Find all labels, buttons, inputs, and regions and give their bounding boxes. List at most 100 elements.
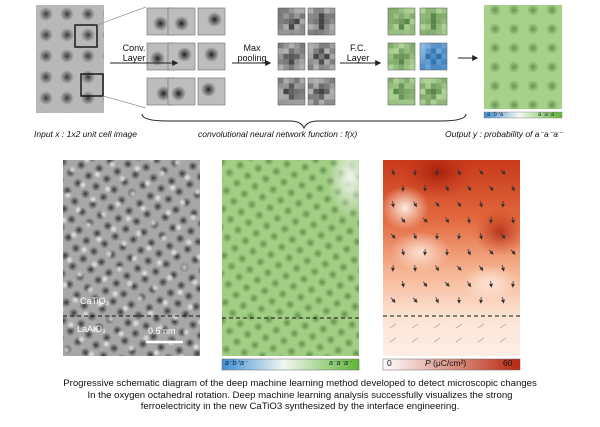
pool-patch-pixel <box>308 43 314 49</box>
top-colorbar-left-label: a⁻b⁺a⁻ <box>487 112 507 118</box>
patch-grid-fully-connected <box>387 7 448 106</box>
fc-patch-pixel <box>436 43 442 49</box>
polarization-arrow <box>478 169 484 175</box>
probability-atom <box>358 203 359 208</box>
fc-patch-pixel <box>393 88 399 95</box>
input-atom <box>102 112 116 126</box>
fc-patch-cell <box>419 7 448 36</box>
patch-grid-pooled <box>277 7 336 106</box>
pool-patch-pixel <box>288 99 295 105</box>
fc-patch-pixel <box>393 94 399 100</box>
polarization-arrow <box>457 168 461 176</box>
fc-patch-pixel <box>404 8 410 14</box>
pool-patch-pixel <box>329 99 335 105</box>
fc-patch-pixel <box>398 13 405 19</box>
pool-patch-pixel <box>324 59 330 65</box>
pool-patch-pixel <box>324 43 330 49</box>
pool-patch-pixel <box>318 13 325 19</box>
fc-patch-pixel <box>404 94 410 100</box>
fc-patch-pixel <box>393 78 399 84</box>
patch-grid-conv <box>167 7 196 106</box>
fc-patch-pixel <box>404 78 410 84</box>
fc-patch-pixel <box>393 43 399 49</box>
pool-patch-pixel <box>294 13 300 19</box>
figure-caption: Progressive schematic diagram of the dee… <box>0 378 600 413</box>
pool-patch-pixel <box>278 88 284 95</box>
pool-patch-pixel <box>324 8 330 14</box>
pool-patch-pixel <box>313 99 319 105</box>
polarization-arrow <box>412 297 418 303</box>
probability-atom <box>357 160 359 163</box>
polarization-unit: (μC/cm²) <box>433 358 467 368</box>
fc-patch-pixel <box>398 94 405 100</box>
fc-patch-cell <box>387 77 416 106</box>
fc-patch-pixel <box>398 24 405 30</box>
fc-patch-pixel <box>425 24 431 30</box>
polarization-arrow <box>413 201 417 208</box>
fc-patch-pixel <box>388 24 394 30</box>
pool-patch-pixel <box>318 59 325 65</box>
fc-patch-pixel <box>404 29 410 35</box>
fc-patch-pixel <box>388 48 394 54</box>
substrate-arrow <box>499 323 507 329</box>
pool-patch-pixel <box>329 43 335 49</box>
function-label: convolutional neural network function : … <box>198 129 358 139</box>
pool-patch-pixel <box>308 83 314 89</box>
polarization-arrow <box>467 249 471 256</box>
polarization-arrow <box>413 233 417 240</box>
polarization-arrow <box>511 185 515 192</box>
pool-patch-pixel <box>308 24 314 30</box>
fc-patch-pixel <box>409 8 415 14</box>
pool-patch-pixel <box>283 8 289 14</box>
polarization-arrow <box>467 281 472 288</box>
fc-patch-pixel <box>398 18 405 25</box>
pool-patch-pixel <box>294 43 300 49</box>
haadf-bright-spot <box>199 230 200 234</box>
pool-patch-pixel <box>278 8 284 14</box>
input-patch-blob <box>206 11 223 28</box>
conv-patch-blob <box>170 85 187 102</box>
pool-patch-pixel <box>329 13 335 19</box>
pool-patch-pixel <box>278 13 284 19</box>
stage-label-conv: Conv. Layer <box>122 43 146 63</box>
pool-patch-pixel <box>329 94 335 100</box>
fc-patch-pixel <box>388 64 394 70</box>
fc-patch-pixel <box>398 78 405 84</box>
fc-patch-pixel <box>398 88 405 95</box>
pool-patch-pixel <box>283 64 289 70</box>
fc-patch-pixel <box>441 59 447 65</box>
probability-colorbar-left: a⁻b⁺a⁻ <box>225 360 248 367</box>
fc-patch-pixel <box>425 53 431 60</box>
substrate-arrow <box>411 337 419 343</box>
polarization-arrow <box>488 280 493 288</box>
fc-patch-pixel <box>430 64 437 70</box>
polarization-arrow <box>445 185 449 192</box>
fc-patch-pixel <box>398 64 405 70</box>
pool-patch-pixel <box>308 48 314 54</box>
pool-patch-pixel <box>278 18 284 25</box>
fc-patch-pixel <box>430 88 437 95</box>
pool-patch-pixel <box>288 64 295 70</box>
polarization-arrow <box>390 297 396 303</box>
input-patch-cell <box>197 77 226 106</box>
pool-patch-pixel <box>294 8 300 14</box>
haadf-atom <box>63 289 64 295</box>
fc-patch-pixel <box>409 24 415 30</box>
polarization-arrow <box>391 169 395 176</box>
input-patch-cell <box>197 42 226 71</box>
function-brace <box>141 113 467 130</box>
pool-patch-pixel <box>288 88 295 95</box>
pool-patch-pixel <box>278 29 284 35</box>
conv-patch-blob <box>173 15 190 32</box>
substrate-arrow <box>455 337 463 343</box>
pool-patch-pixel <box>288 18 295 25</box>
fc-patch-pixel <box>404 43 410 49</box>
pool-patch-pixel <box>308 78 314 84</box>
fc-patch-pixel <box>425 13 431 19</box>
polarization-arrow <box>510 249 516 255</box>
fc-patch-pixel <box>436 24 442 30</box>
input-selection-box-lower <box>80 73 104 97</box>
pool-patch-pixel <box>313 29 319 35</box>
polarization-arrow <box>456 265 462 271</box>
pool-patch-pixel <box>299 18 305 25</box>
